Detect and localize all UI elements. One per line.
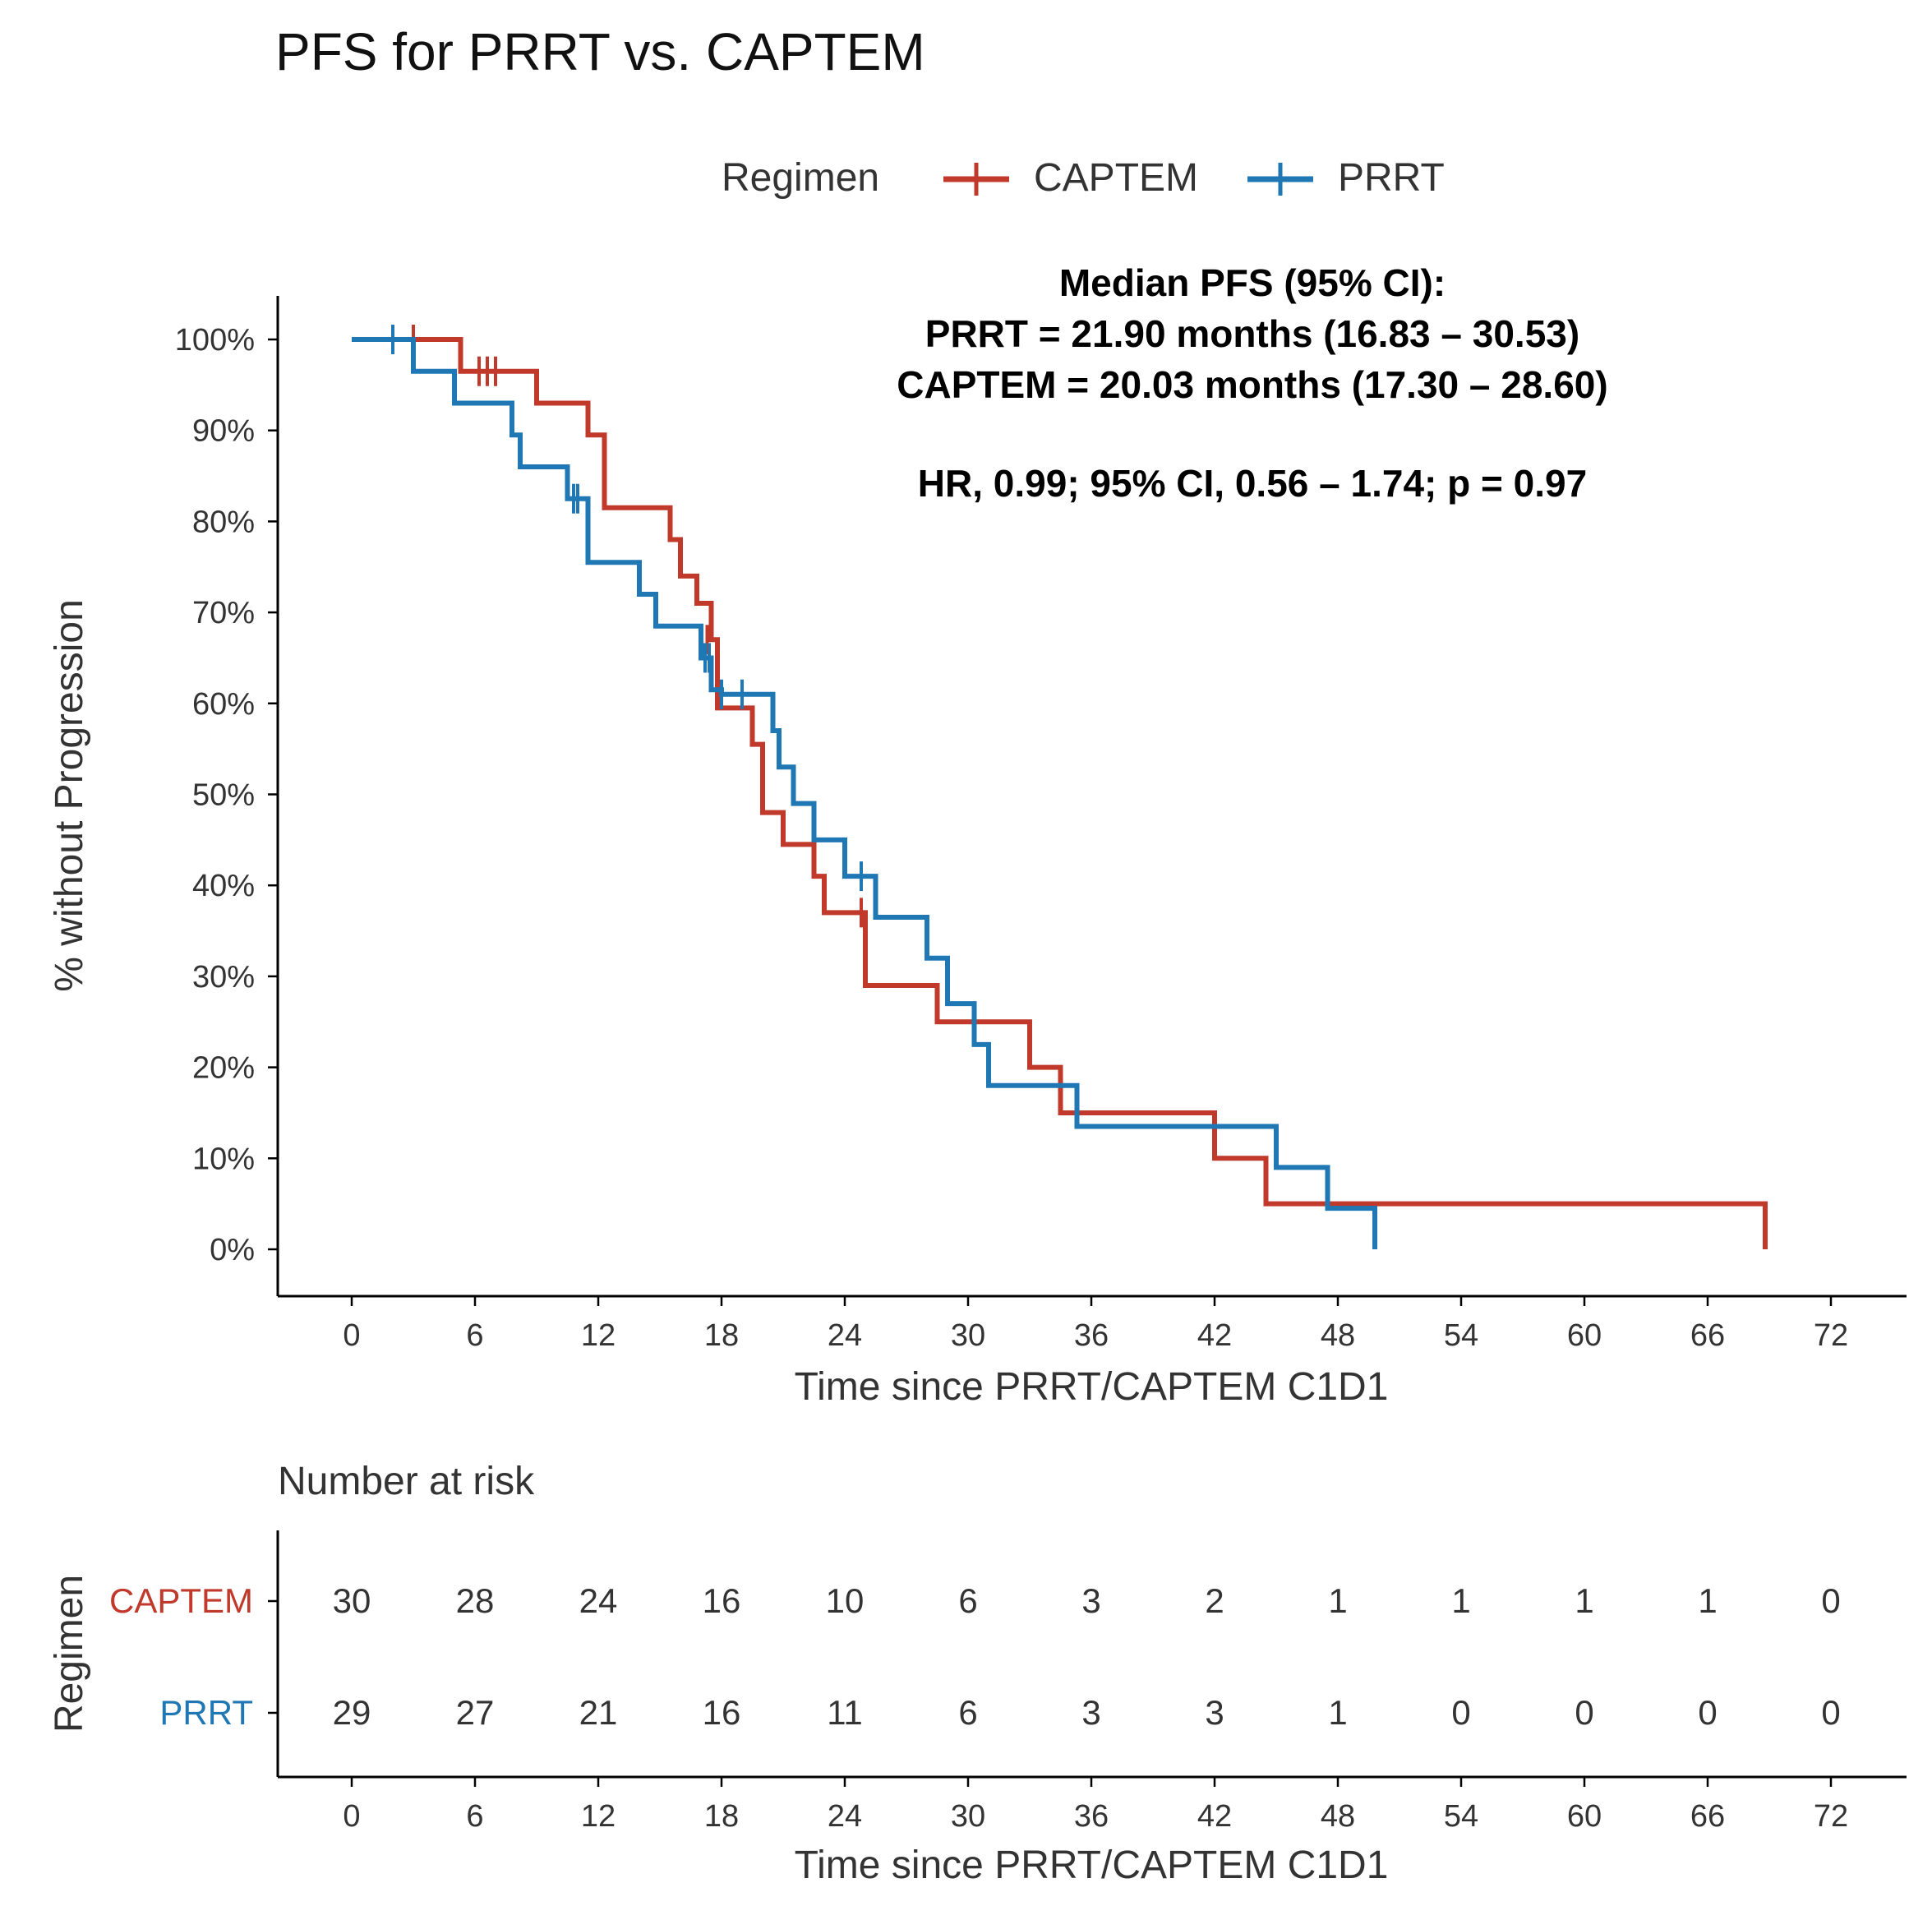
km-curve-captem — [352, 337, 1768, 1249]
risk-value-prrt: 3 — [1081, 1693, 1100, 1732]
risk-x-axis-label: Time since PRRT/CAPTEM C1D1 — [795, 1844, 1389, 1887]
annotation-median-heading: Median PFS (95% CI): — [1059, 261, 1446, 304]
y-axis-label: % without Progression — [48, 599, 91, 992]
risk-x-tick-label: 0 — [343, 1799, 360, 1834]
chart-title: PFS for PRRT vs. CAPTEM — [275, 22, 925, 81]
risk-value-prrt: 16 — [703, 1693, 741, 1732]
x-axis-label: Time since PRRT/CAPTEM C1D1 — [795, 1365, 1389, 1409]
risk-value-prrt: 0 — [1698, 1693, 1717, 1732]
risk-x-tick-label: 72 — [1814, 1799, 1848, 1834]
risk-value-captem: 3 — [1081, 1581, 1100, 1620]
x-ticks: 0 6 12 18 24 30 36 42 48 54 60 66 72 — [343, 1296, 1848, 1353]
risk-value-prrt: 1 — [1328, 1693, 1347, 1732]
y-tick-label: 100% — [175, 323, 255, 358]
annotation-prrt-median: PRRT = 21.90 months (16.83 – 30.53) — [925, 312, 1579, 355]
legend: Regimen CAPTEM PRRT — [722, 156, 1445, 200]
legend-title: Regimen — [722, 156, 879, 200]
x-tick-label: 54 — [1444, 1318, 1478, 1353]
x-tick-label: 6 — [466, 1318, 483, 1353]
risk-value-captem: 16 — [703, 1581, 741, 1620]
risk-value-prrt: 6 — [958, 1693, 977, 1732]
x-tick-label: 12 — [581, 1318, 616, 1353]
risk-x-ticks: 0 6 12 18 24 30 36 42 48 54 60 66 72 — [343, 1777, 1848, 1834]
risk-row-axis-label: Regimen — [48, 1575, 91, 1733]
risk-value-captem: 1 — [1575, 1581, 1593, 1620]
risk-x-tick-label: 30 — [951, 1799, 985, 1834]
x-tick-label: 36 — [1074, 1318, 1109, 1353]
y-tick-label: 0% — [210, 1233, 255, 1267]
risk-x-tick-label: 54 — [1444, 1799, 1478, 1834]
risk-value-prrt: 29 — [333, 1693, 371, 1732]
risk-x-tick-label: 24 — [828, 1799, 862, 1834]
risk-x-tick-label: 60 — [1567, 1799, 1602, 1834]
risk-value-captem: 1 — [1451, 1581, 1470, 1620]
risk-x-tick-label: 12 — [581, 1799, 616, 1834]
x-tick-label: 60 — [1567, 1318, 1602, 1353]
y-tick-label: 50% — [192, 778, 255, 813]
risk-value-captem: 0 — [1821, 1581, 1840, 1620]
annotation-captem-median: CAPTEM = 20.03 months (17.30 – 28.60) — [897, 363, 1607, 406]
x-tick-label: 42 — [1197, 1318, 1232, 1353]
y-tick-label: 90% — [192, 414, 255, 449]
risk-value-prrt: 0 — [1451, 1693, 1470, 1732]
risk-value-prrt: 0 — [1575, 1693, 1593, 1732]
km-curve-prrt — [352, 337, 1377, 1249]
risk-value-prrt: 21 — [579, 1693, 618, 1732]
risk-value-captem: 28 — [456, 1581, 495, 1620]
y-tick-label: 20% — [192, 1051, 255, 1086]
y-tick-label: 10% — [192, 1142, 255, 1176]
risk-x-tick-label: 66 — [1690, 1799, 1725, 1834]
y-tick-label: 80% — [192, 505, 255, 539]
legend-label-captem: CAPTEM — [1034, 156, 1198, 200]
risk-value-captem: 1 — [1328, 1581, 1347, 1620]
risk-value-captem: 30 — [333, 1581, 371, 1620]
risk-value-prrt: 3 — [1205, 1693, 1224, 1732]
x-tick-label: 30 — [951, 1318, 985, 1353]
x-tick-label: 72 — [1814, 1318, 1848, 1353]
x-tick-label: 66 — [1690, 1318, 1725, 1353]
risk-x-tick-label: 48 — [1321, 1799, 1355, 1834]
risk-row-label-prrt: PRRT — [159, 1693, 253, 1732]
risk-value-captem: 10 — [826, 1581, 865, 1620]
y-ticks: 0% 10% 20% 30% 40% 50% 60% 70% 80% 90% 100% — [175, 323, 278, 1267]
x-tick-label: 0 — [343, 1318, 360, 1353]
legend-label-prrt: PRRT — [1338, 156, 1445, 200]
y-tick-label: 40% — [192, 869, 255, 903]
risk-x-tick-label: 6 — [466, 1799, 483, 1834]
risk-value-captem: 6 — [958, 1581, 977, 1620]
risk-table-title: Number at risk — [278, 1460, 535, 1503]
y-tick-label: 60% — [192, 687, 255, 722]
risk-value-prrt: 0 — [1821, 1693, 1840, 1732]
y-tick-label: 30% — [192, 960, 255, 995]
risk-x-tick-label: 18 — [704, 1799, 739, 1834]
x-tick-label: 24 — [828, 1318, 862, 1353]
legend-key-captem — [943, 163, 1009, 196]
x-tick-label: 48 — [1321, 1318, 1355, 1353]
risk-row-label-captem: CAPTEM — [109, 1581, 253, 1620]
y-tick-label: 70% — [192, 596, 255, 630]
risk-value-captem: 2 — [1205, 1581, 1224, 1620]
km-curves — [352, 325, 1768, 1249]
risk-value-captem: 1 — [1698, 1581, 1717, 1620]
risk-value-prrt: 27 — [456, 1693, 495, 1732]
risk-value-prrt: 11 — [827, 1693, 863, 1732]
annotation-hazard-ratio: HR, 0.99; 95% CI, 0.56 – 1.74; p = 0.97 — [918, 462, 1587, 505]
x-tick-label: 18 — [704, 1318, 739, 1353]
risk-value-captem: 24 — [579, 1581, 618, 1620]
risk-x-tick-label: 36 — [1074, 1799, 1109, 1834]
legend-key-prrt — [1247, 163, 1313, 196]
risk-x-tick-label: 42 — [1197, 1799, 1232, 1834]
